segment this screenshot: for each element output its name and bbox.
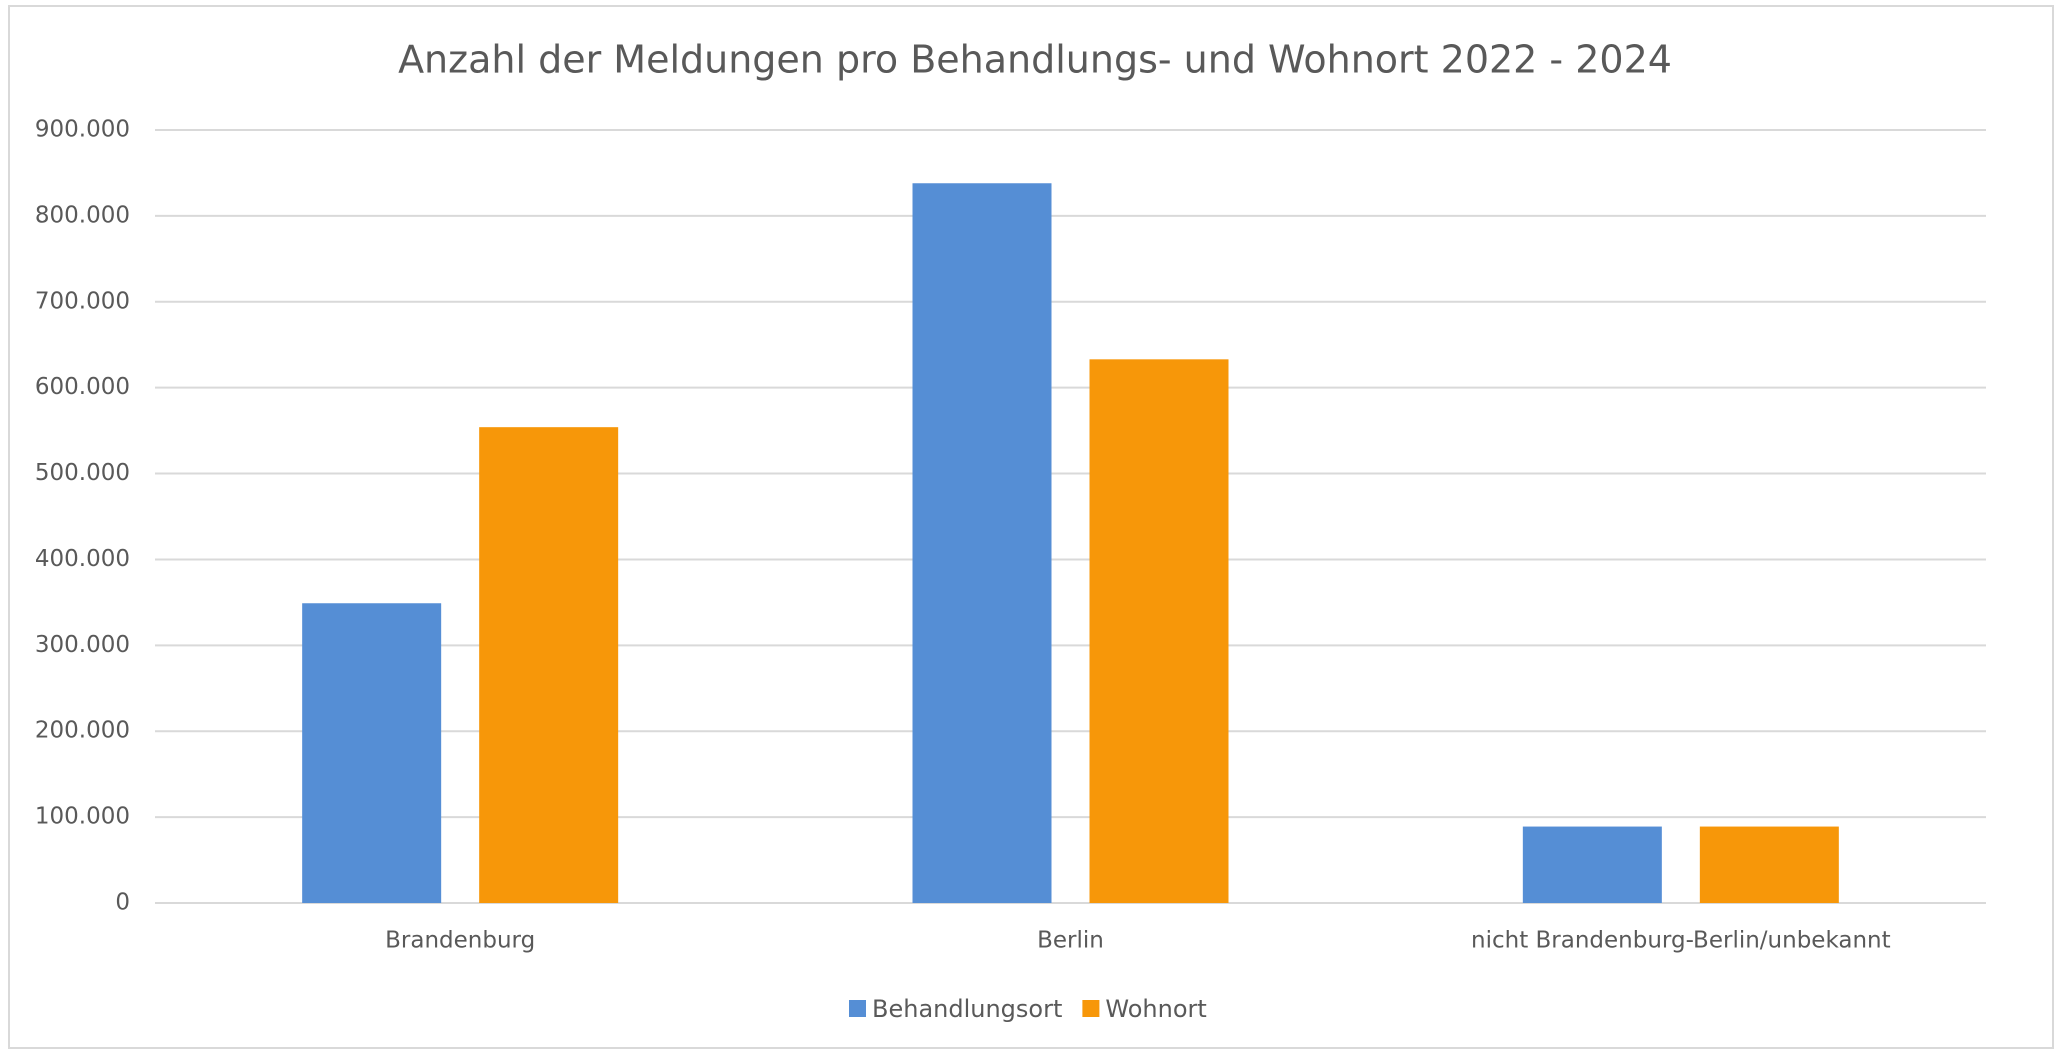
bar bbox=[912, 183, 1052, 904]
chart-title: Anzahl der Meldungen pro Behandlungs- un… bbox=[398, 38, 1672, 82]
y-tick-label: 300.000 bbox=[35, 632, 130, 658]
legend-label: Wohnort bbox=[1105, 995, 1206, 1023]
legend-label: Behandlungsort bbox=[872, 995, 1062, 1023]
bar bbox=[1089, 359, 1229, 903]
y-tick-label: 600.000 bbox=[35, 374, 130, 400]
y-tick-label: 100.000 bbox=[35, 804, 130, 830]
y-tick-label: 800.000 bbox=[35, 202, 130, 228]
y-tick-label: 900.000 bbox=[35, 117, 130, 143]
x-tick-label: Brandenburg bbox=[385, 928, 535, 954]
x-tick-label: nicht Brandenburg-Berlin/unbekannt bbox=[1471, 928, 1891, 954]
legend-swatch bbox=[1082, 1000, 1100, 1017]
bar bbox=[1699, 826, 1839, 903]
legend-swatch bbox=[849, 1000, 866, 1017]
bar bbox=[302, 603, 442, 903]
bar bbox=[1522, 826, 1662, 903]
y-tick-label: 0 bbox=[115, 890, 130, 916]
y-tick-label: 700.000 bbox=[35, 288, 130, 314]
x-tick-label: Berlin bbox=[1037, 928, 1104, 954]
bar bbox=[479, 427, 619, 903]
y-tick-label: 200.000 bbox=[35, 718, 130, 744]
y-tick-label: 400.000 bbox=[35, 546, 130, 572]
y-tick-label: 500.000 bbox=[35, 460, 130, 486]
